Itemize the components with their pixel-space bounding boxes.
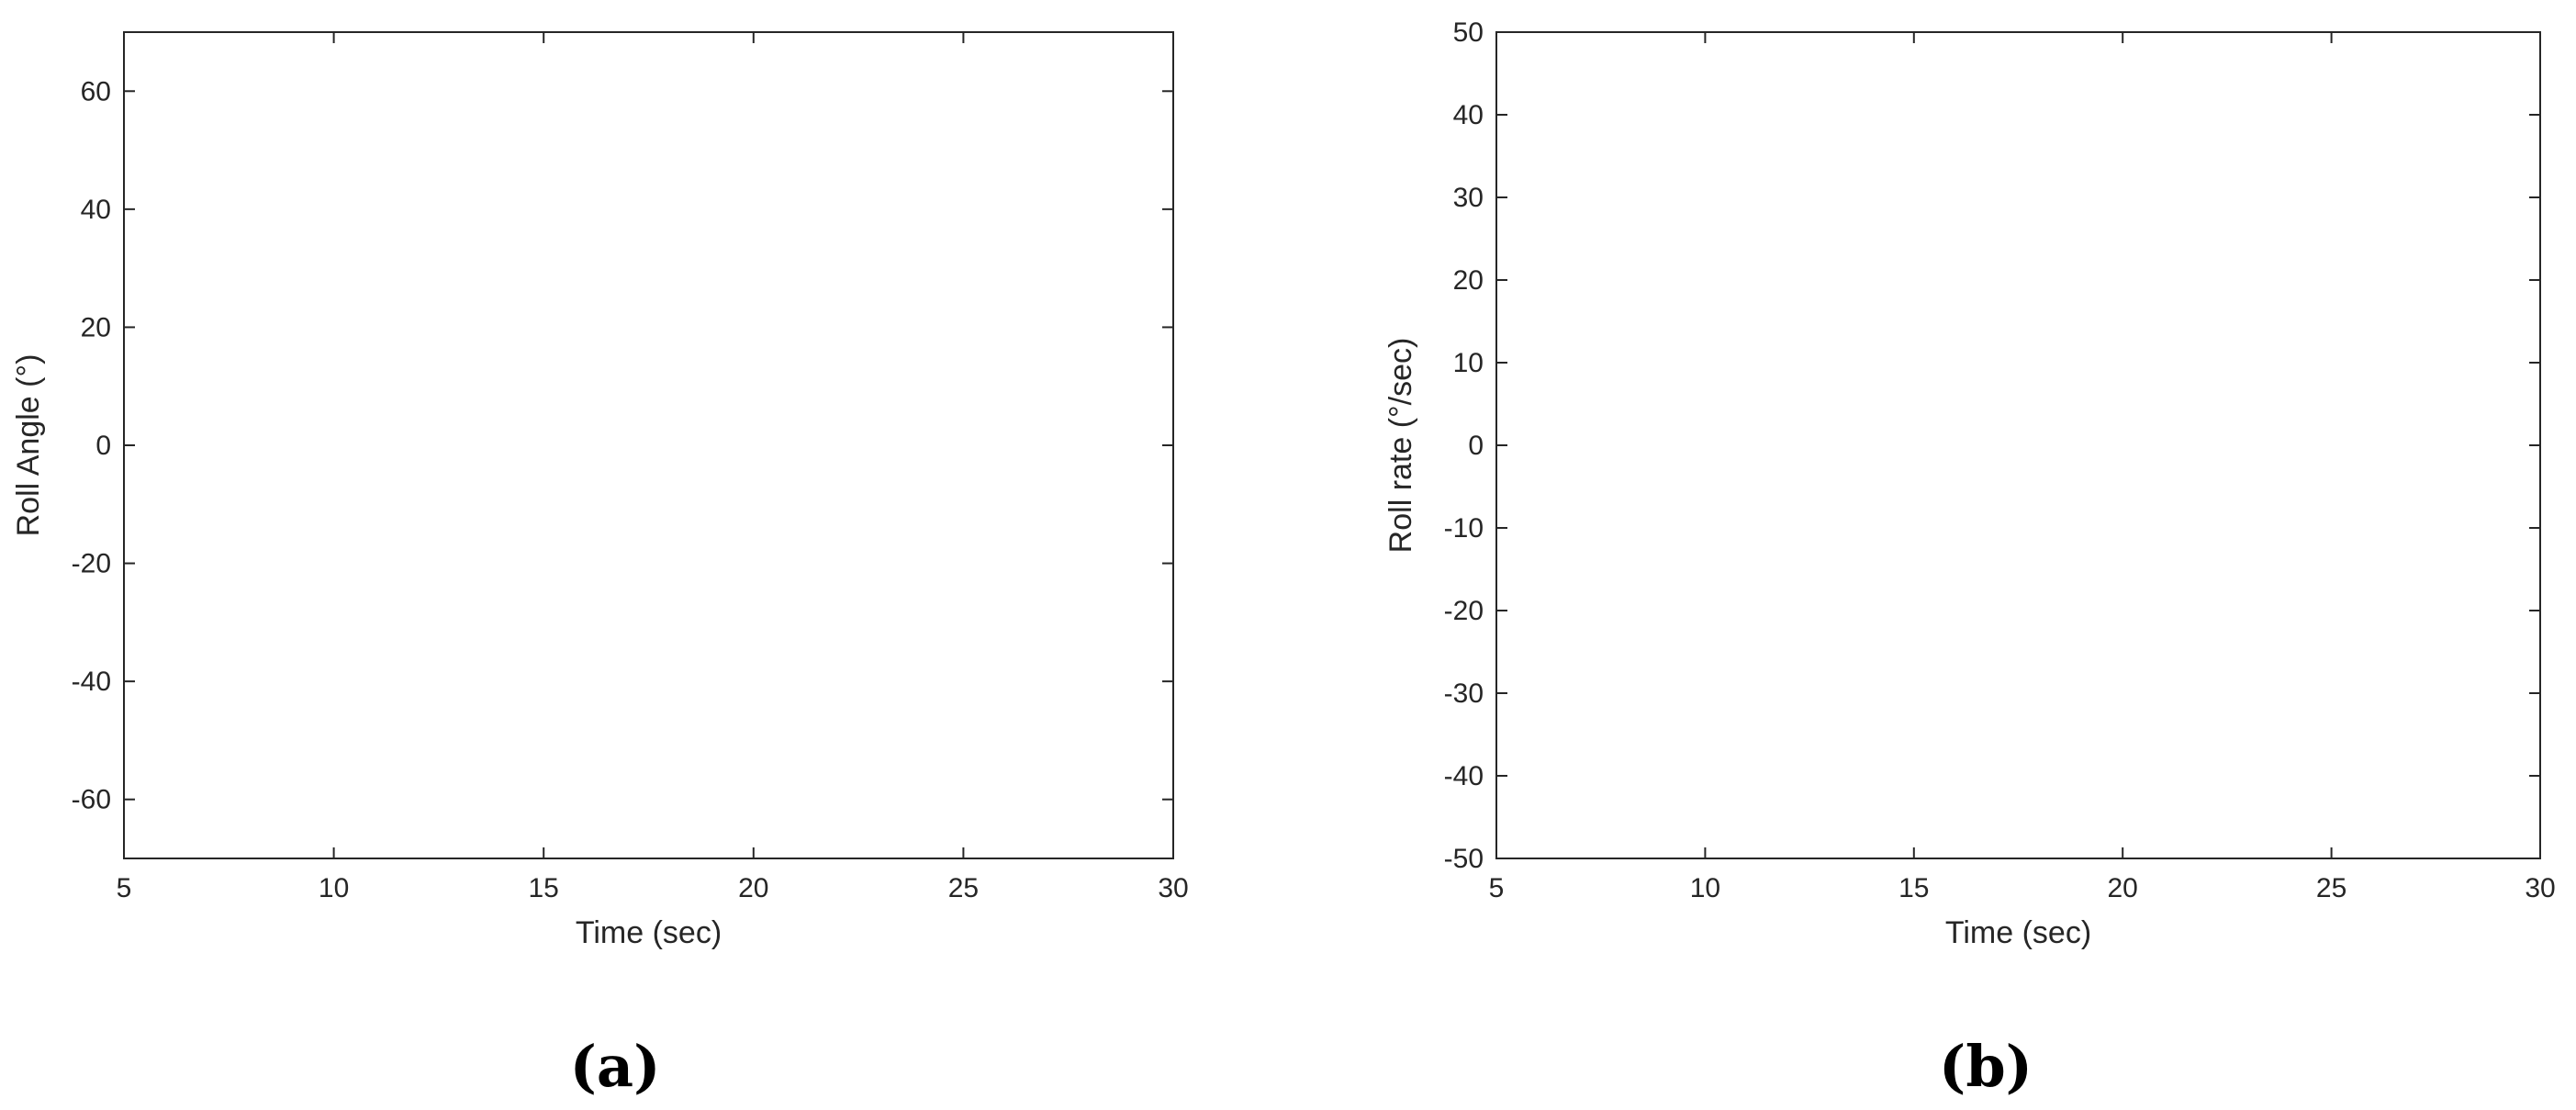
chart-a-axes-box (123, 31, 1174, 859)
chart-b-y-tick-label: 30 (1453, 183, 1484, 213)
chart-b-y-axis-label: Roll rate (°/sec) (1383, 338, 1418, 554)
chart-b-x-tick-label: 15 (1898, 873, 1929, 903)
chart-a-x-tick-label: 20 (738, 873, 768, 903)
chart-a-x-axis-label: Time (sec) (576, 915, 722, 950)
chart-b-x-tick-label: 20 (2108, 873, 2138, 903)
chart-b-panel-label: (b) (1939, 1033, 2033, 1100)
chart-b-y-tick-label: -30 (1444, 678, 1484, 709)
chart-b-x-tick-label: 25 (2316, 873, 2346, 903)
chart-b-y-tick-label: 0 (1468, 431, 1484, 461)
chart-b-x-axis-label: Time (sec) (1945, 915, 2091, 950)
chart-b-y-tick-label: 50 (1453, 17, 1484, 48)
chart-b-y-tick-label: 10 (1453, 348, 1484, 378)
chart-b-y-tick-label: -20 (1444, 596, 1484, 626)
chart-a-x-tick-label: 30 (1158, 873, 1188, 903)
chart-b-y-tick-label: 40 (1453, 100, 1484, 130)
chart-a-y-tick-label: -60 (72, 785, 111, 815)
chart-a-y-tick-label: 20 (81, 312, 111, 342)
chart-a-x-tick-label: 10 (319, 873, 349, 903)
chart-a-x-tick-label: 25 (948, 873, 979, 903)
chart-b-y-tick-label: -10 (1444, 513, 1484, 544)
chart-a-y-tick-label: 0 (95, 431, 111, 461)
chart-b-y-tick-label: -40 (1444, 761, 1484, 791)
chart-b-x-tick-label: 30 (2525, 873, 2555, 903)
chart-b-x-tick-label: 10 (1690, 873, 1720, 903)
chart-a-x-tick-label: 15 (529, 873, 559, 903)
chart-a-panel-label: (a) (570, 1033, 661, 1100)
chart-b-y-tick-label: -50 (1444, 844, 1484, 874)
chart-b-y-tick-label: 20 (1453, 265, 1484, 296)
chart-a-y-tick-label: 40 (81, 195, 111, 225)
chart-a-x-tick-label: 5 (117, 873, 132, 903)
chart-a-y-tick-label: -20 (72, 549, 111, 579)
chart-a-y-tick-label: -40 (72, 667, 111, 697)
chart-b-x-tick-label: 5 (1489, 873, 1505, 903)
chart-a-y-tick-label: 60 (81, 76, 111, 107)
chart-b-axes-box (1495, 31, 2541, 859)
chart-panel-b: 5 10 15 20 25 30 -50 -40 -30 -20 -10 0 10 20 30 40 50 Tim… (1383, 17, 2556, 1100)
chart-panel-a: 5 10 15 20 25 30 -60 -40 -20 0 20 40 60 Time (sec) Rol… (11, 31, 1189, 1100)
chart-a-y-axis-label: Roll Angle (°) (11, 354, 46, 537)
